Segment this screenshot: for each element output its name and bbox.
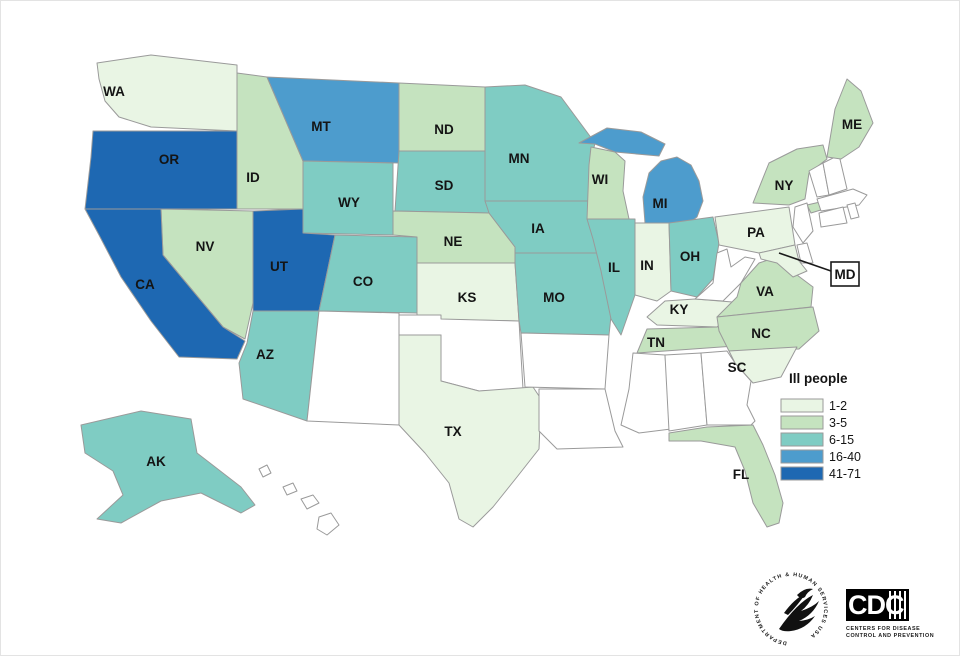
state-label-co: CO [353, 274, 373, 289]
state-label-mt: MT [311, 119, 331, 134]
state-hi-island-4 [316, 512, 340, 536]
state-label-ky: KY [670, 302, 689, 317]
state-ri [846, 202, 860, 220]
state-label-nv: NV [196, 239, 215, 254]
state-de [796, 242, 814, 264]
state-label-ia: IA [531, 221, 545, 236]
state-wv [694, 248, 756, 302]
legend-swatch-41-71 [780, 466, 824, 481]
state-nd [398, 82, 486, 152]
legend-label-3-5: 3-5 [829, 416, 847, 430]
state-md [758, 244, 808, 278]
state-wa [96, 54, 238, 132]
legend-swatch-6-15 [780, 432, 824, 447]
md-callout-line [778, 252, 832, 272]
legend-swatch-16-40 [780, 449, 824, 464]
cdc-caption-line1: CENTERS FOR DISEASE [846, 626, 920, 632]
state-label-pa: PA [747, 225, 765, 240]
state-label-wa: WA [103, 84, 125, 99]
state-label-or: OR [159, 152, 180, 167]
state-oh [668, 216, 720, 298]
state-wi [586, 146, 630, 220]
state-label-ny: NY [775, 178, 794, 193]
hhs-eagle-icon [779, 588, 819, 632]
state-mi-lower [642, 156, 704, 224]
legend-swatch-3-5 [780, 415, 824, 430]
state-label-il: IL [608, 260, 620, 275]
state-ar [520, 332, 610, 390]
state-nc [716, 306, 820, 352]
state-me [826, 78, 874, 160]
state-nj [792, 202, 814, 244]
state-hi-island-2 [282, 482, 298, 496]
state-hi-island-1 [258, 464, 272, 478]
state-label-ne: NE [444, 234, 463, 249]
state-la [538, 388, 624, 450]
state-ct [818, 206, 848, 228]
state-shapes [80, 54, 874, 536]
state-ca [84, 208, 246, 360]
state-label-mi: MI [653, 196, 668, 211]
state-label-nd: ND [434, 122, 454, 137]
state-label-in: IN [640, 258, 654, 273]
md-callout-label: MD [835, 267, 856, 282]
cdc-logo: CDC CENTERS FOR DISEASE CONTROL AND PREV… [846, 589, 934, 639]
state-label-nc: NC [751, 326, 771, 341]
state-sc [728, 346, 798, 384]
state-label-id: ID [246, 170, 260, 185]
state-label-me: ME [842, 117, 862, 132]
state-mi-upper [578, 127, 666, 157]
hhs-logo-icon: DEPARTMENT OF HEALTH & HUMAN SERVICES US… [754, 572, 827, 646]
state-label-mn: MN [509, 151, 530, 166]
state-label-sc: SC [728, 360, 747, 375]
cdc-logo-box [846, 589, 909, 621]
state-or [84, 130, 238, 210]
state-label-tn: TN [647, 335, 665, 350]
state-label-oh: OH [680, 249, 700, 264]
cdc-caption-line2: CONTROL AND PREVENTION [846, 633, 934, 639]
state-label-sd: SD [435, 178, 454, 193]
state-ms [620, 352, 672, 434]
state-tx [398, 334, 542, 528]
state-label-fl: FL [733, 467, 750, 482]
state-al [664, 352, 708, 432]
state-nm [306, 310, 400, 426]
state-label-wy: WY [338, 195, 360, 210]
legend-label-16-40: 16-40 [829, 450, 861, 464]
state-label-tx: TX [444, 424, 461, 439]
state-ak [80, 410, 256, 524]
state-label-ut: UT [270, 259, 289, 274]
md-callout-box [830, 261, 860, 287]
legend: Ill people 1-2 3-5 6-15 16-40 41-71 [780, 371, 861, 481]
state-labels: WA OR CA NV ID MT WY UT CO AZ AK ND SD N… [103, 84, 862, 482]
legend-label-1-2: 1-2 [829, 399, 847, 413]
state-label-az: AZ [256, 347, 274, 362]
state-label-ks: KS [458, 290, 477, 305]
state-label-va: VA [756, 284, 774, 299]
md-callout: MD [778, 252, 860, 287]
legend-swatch-1-2 [780, 398, 824, 413]
state-label-ak: AK [146, 454, 166, 469]
state-ga [700, 350, 756, 426]
legend-label-6-15: 6-15 [829, 433, 854, 447]
legend-label-41-71: 41-71 [829, 467, 861, 481]
state-ny [752, 144, 828, 206]
state-label-ca: CA [135, 277, 155, 292]
state-az [238, 310, 320, 422]
cdc-logo-stripes [889, 591, 906, 619]
state-label-wi: WI [592, 172, 609, 187]
state-hi-island-3 [300, 494, 320, 510]
state-label-mo: MO [543, 290, 565, 305]
state-fl [668, 424, 784, 528]
legend-title: Ill people [789, 371, 848, 386]
